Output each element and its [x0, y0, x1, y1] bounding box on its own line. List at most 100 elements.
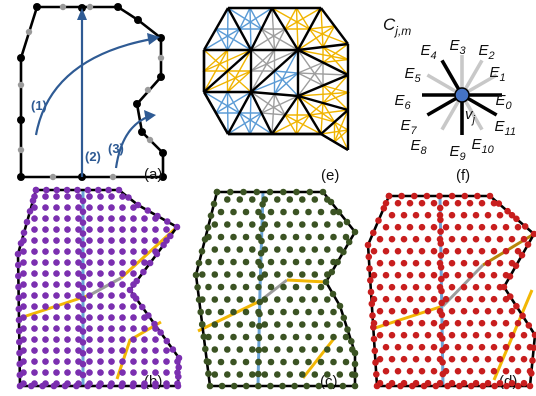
boundary-point — [95, 382, 103, 390]
star-ray — [273, 28, 286, 37]
sample-point — [460, 355, 468, 363]
sample-point — [31, 292, 38, 299]
sample-point — [97, 303, 104, 310]
boundary-point — [43, 186, 50, 194]
star-ray — [296, 95, 299, 122]
mesh-edge — [296, 7, 323, 51]
sample-point — [292, 358, 300, 366]
sample-point — [430, 199, 438, 207]
sample-point — [514, 223, 522, 231]
sample-point — [64, 259, 71, 266]
sample-point — [249, 371, 256, 378]
boundary-point — [167, 232, 174, 240]
vertex-dot — [133, 100, 141, 108]
star-ray — [272, 93, 276, 108]
sample-point — [141, 248, 148, 255]
sample-point — [311, 196, 319, 203]
boundary-point — [334, 258, 341, 266]
star-ray — [261, 28, 275, 37]
sample-point — [75, 193, 82, 200]
sample-point — [42, 281, 49, 288]
sample-point — [484, 235, 492, 243]
sample-point — [64, 281, 71, 288]
star-ray — [273, 79, 283, 95]
star-ray — [249, 91, 252, 121]
sample-point — [163, 347, 170, 354]
sample-point — [478, 367, 486, 375]
sample-point — [454, 295, 462, 303]
star-ray — [297, 33, 323, 51]
sample-point — [230, 283, 237, 291]
vertex-dot — [17, 173, 25, 181]
boundary-point — [280, 188, 287, 196]
star-inner — [215, 28, 241, 52]
boundary-point — [198, 321, 206, 328]
boundary-point — [146, 259, 154, 267]
sample-point — [31, 248, 38, 255]
sample-point — [508, 355, 516, 363]
sample-point — [86, 248, 93, 255]
vertex-dot — [157, 73, 165, 81]
sample-point — [478, 199, 486, 207]
sample-point — [108, 204, 115, 211]
star-ray — [227, 28, 240, 37]
seam-point — [439, 335, 446, 342]
sample-point — [261, 321, 269, 328]
panel-a: (1) (2) (3) (a) — [17, 3, 167, 183]
star-ray — [227, 91, 252, 107]
sample-point — [53, 226, 60, 233]
sample-point — [53, 369, 60, 376]
seam-point — [79, 328, 87, 335]
star-ray — [203, 49, 221, 65]
seam-point — [79, 273, 87, 281]
boundary-point — [521, 223, 529, 230]
vertex-dot — [159, 149, 167, 157]
path-1-arrow — [34, 37, 153, 136]
star-inner — [260, 93, 287, 116]
sample-point — [42, 226, 49, 233]
sample-point — [75, 248, 82, 255]
sample-point — [64, 193, 71, 200]
sample-point — [317, 308, 325, 316]
sample-point — [119, 369, 126, 376]
sample-point — [119, 325, 126, 332]
sample-point — [484, 355, 492, 363]
sample-point — [224, 246, 231, 253]
sample-point — [412, 331, 420, 339]
sample-point — [211, 271, 219, 278]
sample-point — [242, 283, 250, 291]
sample-point — [472, 355, 480, 363]
sample-point — [20, 248, 27, 255]
sample-point — [442, 199, 450, 207]
sample-point — [478, 295, 486, 303]
boundary-point — [526, 382, 534, 390]
path-3-arrow — [114, 114, 151, 169]
vertex-dot — [157, 34, 165, 42]
sample-point — [299, 221, 306, 228]
star-ray — [322, 55, 332, 64]
boundary-point — [200, 333, 208, 341]
boundary-point — [530, 230, 536, 238]
boundary-point — [506, 273, 514, 280]
boundary-point — [266, 188, 274, 196]
boundary-point — [32, 186, 40, 194]
sample-point — [376, 283, 384, 291]
sample-point — [454, 199, 462, 207]
sample-point — [418, 247, 426, 255]
boundary-point — [367, 277, 374, 284]
star-ray — [266, 63, 275, 72]
seam-point — [259, 213, 266, 220]
direction-label: E10 — [472, 136, 495, 156]
sample-point — [311, 221, 319, 228]
boundary-point — [163, 337, 171, 345]
star-ray — [261, 106, 274, 114]
sample-point — [490, 247, 498, 255]
sample-point — [330, 358, 337, 366]
seam-point — [255, 322, 263, 330]
sample-point — [484, 307, 492, 315]
direction-label: E11 — [495, 118, 516, 138]
sample-point — [280, 358, 287, 366]
boundary-point — [15, 283, 22, 291]
sample-point — [97, 237, 104, 244]
sample-point — [86, 336, 93, 343]
